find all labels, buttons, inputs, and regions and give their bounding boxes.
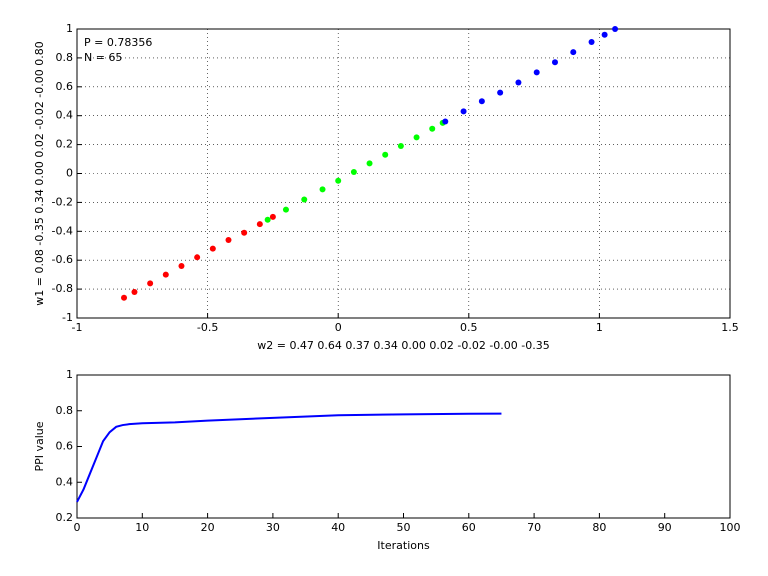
point [533, 69, 540, 76]
point [209, 245, 216, 252]
point [319, 186, 326, 193]
x-axis-label: w2 = 0.47 0.64 0.37 0.34 0.00 0.02 -0.02… [257, 339, 550, 352]
y-tick-label: -0.6 [52, 253, 73, 266]
annotation: P = 0.78356 [84, 36, 152, 49]
x-tick-label: 0 [74, 521, 81, 534]
point [515, 79, 522, 86]
point [178, 262, 185, 269]
point [350, 169, 357, 176]
x-tick-label: -1 [72, 321, 83, 334]
x-tick-label: 100 [720, 521, 741, 534]
point [256, 221, 263, 228]
y-tick-label: 0.2 [56, 138, 74, 151]
point [131, 288, 138, 295]
x-tick-label: 80 [592, 521, 606, 534]
point [382, 151, 389, 158]
point [366, 160, 373, 167]
point [612, 26, 619, 32]
y-tick-label: -0.2 [52, 195, 73, 208]
x-tick-label: -0.5 [197, 321, 218, 334]
x-tick-label: 60 [462, 521, 476, 534]
point [397, 143, 404, 150]
y-tick-label: -1 [62, 311, 73, 324]
point [551, 59, 558, 66]
point [225, 236, 232, 243]
point [335, 177, 342, 184]
x-tick-label: 90 [658, 521, 672, 534]
y-tick-label: 1 [66, 22, 73, 35]
y-tick-label: 0.4 [56, 109, 74, 122]
y-tick-label: -0.8 [52, 282, 73, 295]
point [570, 49, 577, 56]
x-tick-label: 0.5 [460, 321, 478, 334]
x-tick-label: 0 [335, 321, 342, 334]
y-tick-label: 0.6 [56, 440, 74, 453]
annotation: N = 65 [84, 51, 122, 64]
y-tick-label: 1 [66, 368, 73, 381]
point [121, 294, 128, 301]
point [601, 31, 608, 38]
y-axis-label: w1 = 0.08 -0.35 0.34 0.00 0.02 -0.02 -0.… [33, 41, 46, 306]
point [241, 229, 248, 236]
point [282, 206, 289, 213]
point [442, 118, 449, 125]
y-tick-label: 0 [66, 167, 73, 180]
x-tick-label: 1 [596, 321, 603, 334]
plot-area [76, 374, 731, 519]
point [264, 216, 271, 223]
x-tick-label: 1.5 [721, 321, 739, 334]
x-tick-label: 70 [527, 521, 541, 534]
x-tick-label: 30 [266, 521, 280, 534]
y-tick-label: 0.2 [56, 511, 74, 524]
y-tick-label: 0.4 [56, 475, 74, 488]
point [413, 134, 420, 141]
point [478, 98, 485, 105]
x-tick-label: 10 [135, 521, 149, 534]
point [588, 39, 595, 46]
point [147, 280, 154, 287]
y-tick-label: -0.4 [52, 224, 73, 237]
point [162, 271, 169, 278]
y-tick-label: 0.6 [56, 80, 74, 93]
plot-area [76, 28, 731, 319]
x-tick-label: 50 [397, 521, 411, 534]
x-axis-label: Iterations [377, 539, 430, 552]
y-axis-label: PPI value [33, 421, 46, 471]
point [301, 196, 308, 203]
y-tick-label: 0.8 [56, 404, 74, 417]
point [194, 254, 201, 261]
point [429, 125, 436, 132]
line [76, 412, 502, 503]
point [269, 213, 276, 220]
x-tick-label: 20 [201, 521, 215, 534]
y-tick-label: 0.8 [56, 51, 74, 64]
point [460, 108, 467, 115]
point [497, 89, 504, 96]
x-tick-label: 40 [331, 521, 345, 534]
